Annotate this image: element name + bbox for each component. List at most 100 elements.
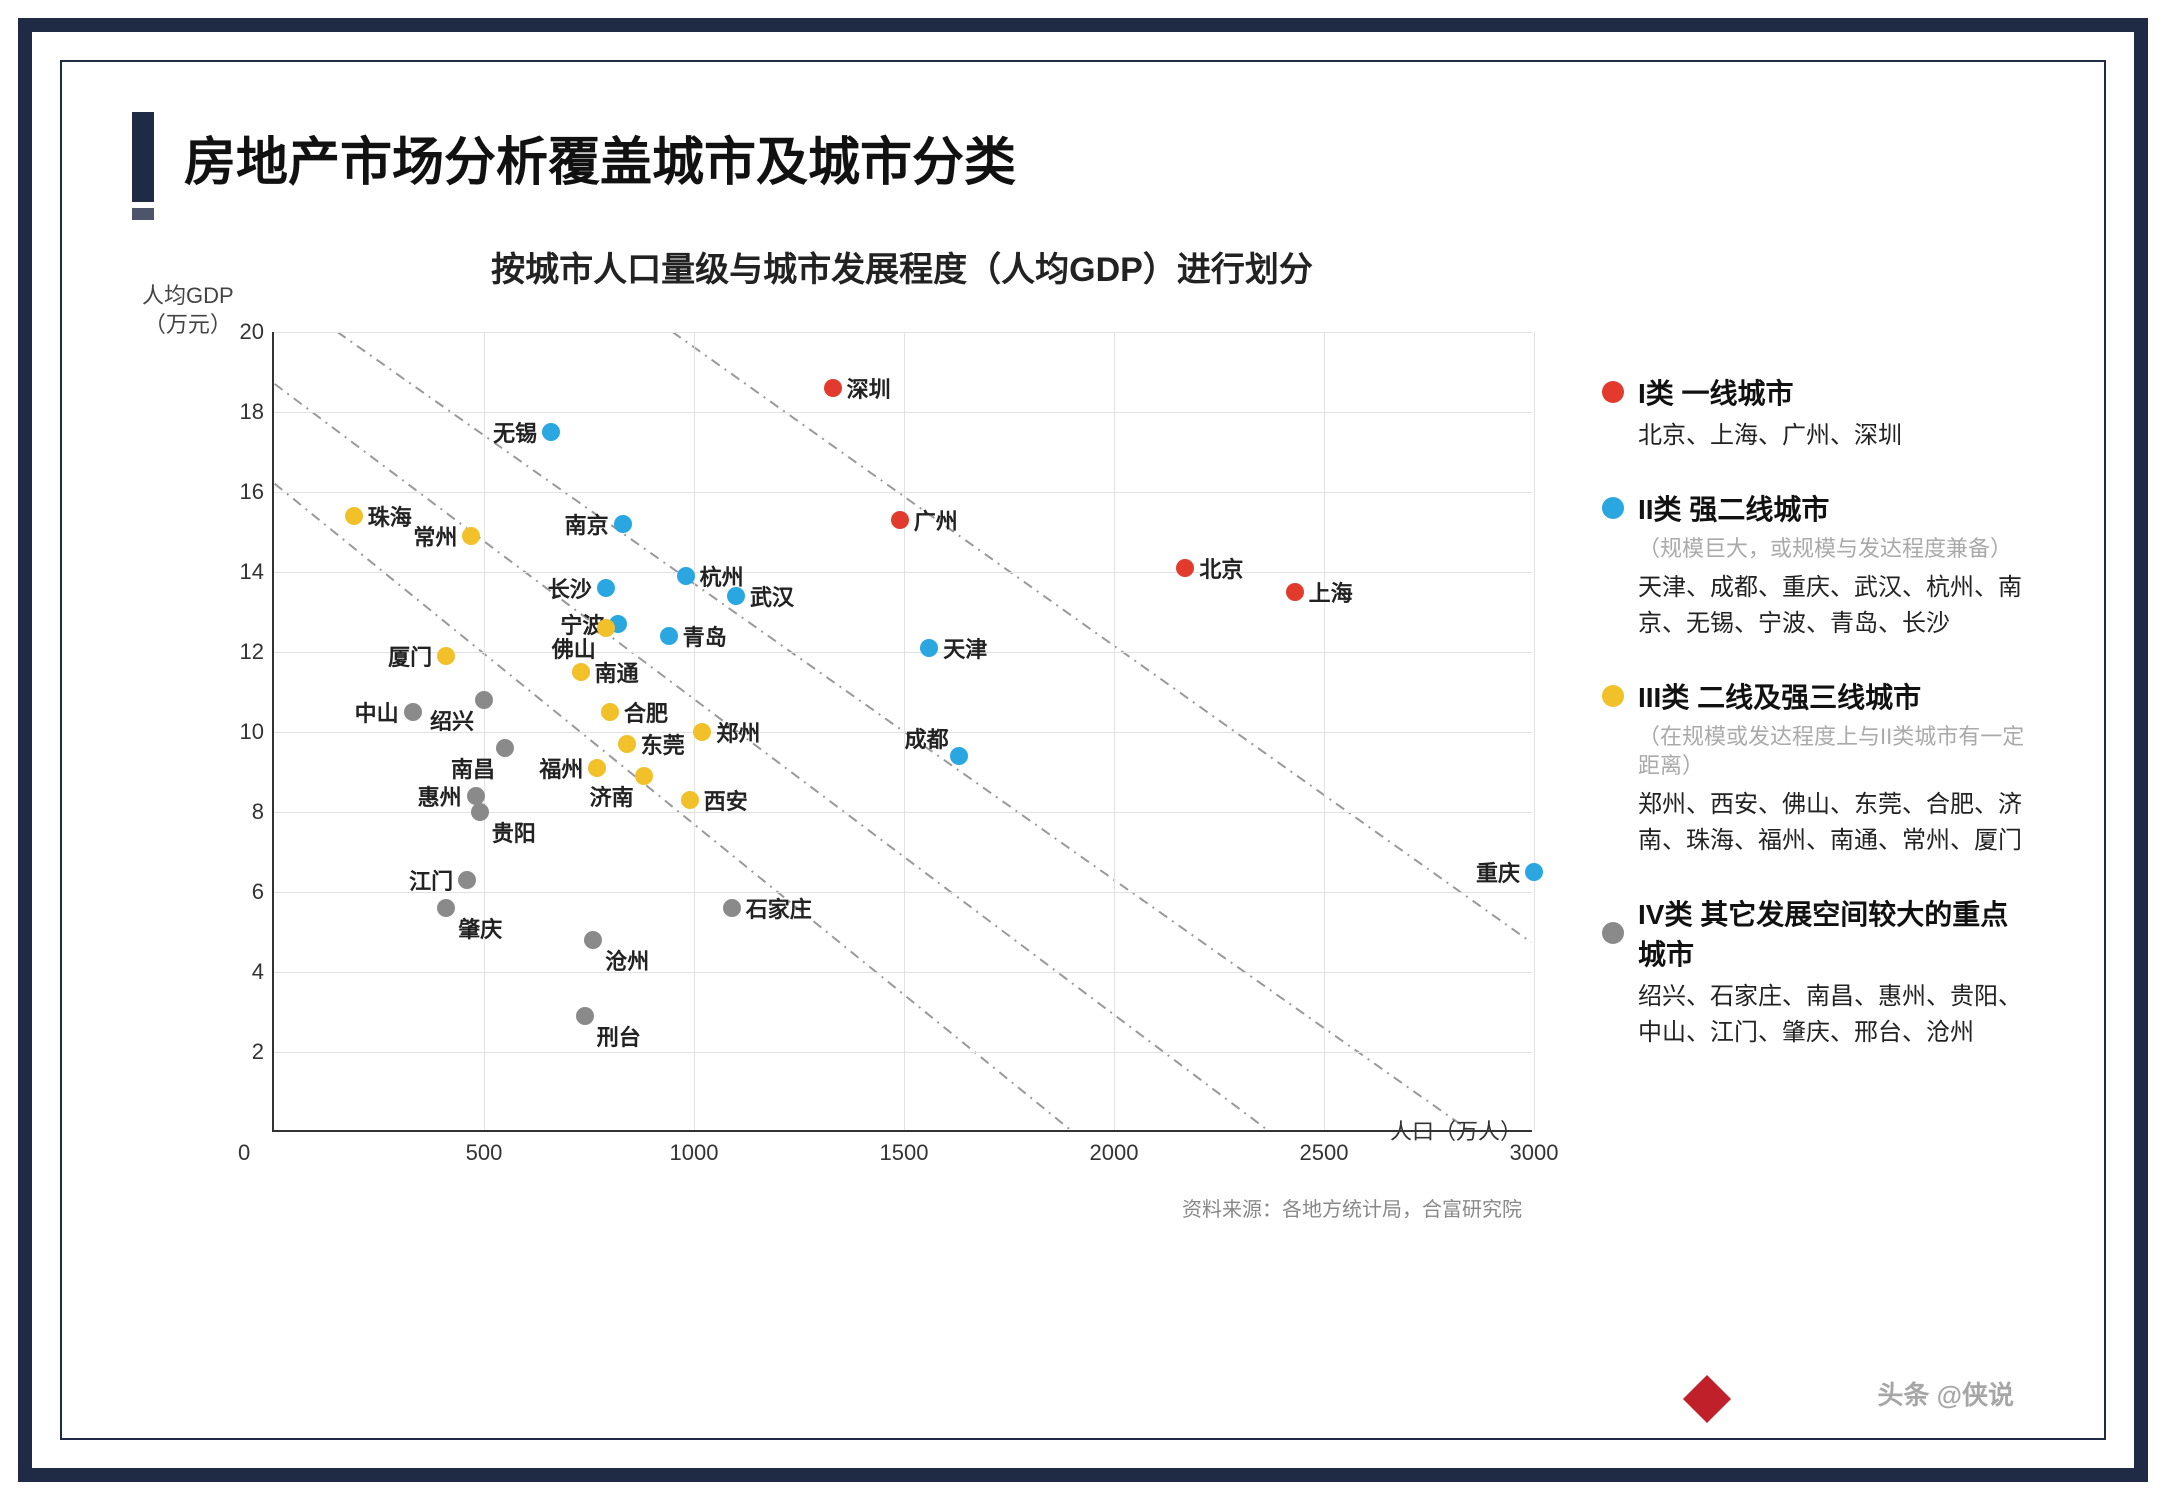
- xtick-label: 500: [466, 1140, 503, 1166]
- legend-dot-icon: [1602, 381, 1624, 403]
- data-point-label: 惠州: [418, 780, 462, 812]
- legend-group: II类 强二线城市（规模巨大，或规模与发达程度兼备）天津、成都、重庆、武汉、杭州…: [1602, 488, 2034, 642]
- data-point: [437, 647, 455, 665]
- data-point: [1525, 863, 1543, 881]
- legend-cities: 北京、上海、广州、深圳: [1638, 418, 2034, 454]
- data-point: [723, 899, 741, 917]
- data-point: [437, 899, 455, 917]
- data-point: [475, 691, 493, 709]
- legend-column: I类 一线城市北京、上海、广州、深圳 II类 强二线城市（规模巨大，或规模与发达程…: [1592, 242, 2034, 1242]
- data-point-label: 南京: [565, 508, 609, 540]
- gridline-x: [1114, 332, 1115, 1130]
- gridline-x: [1324, 332, 1325, 1130]
- ytick-label: 10: [214, 719, 264, 745]
- data-point: [920, 639, 938, 657]
- data-point: [891, 511, 909, 529]
- gridline-y: [274, 892, 1532, 893]
- data-point: [614, 515, 632, 533]
- data-point-label: 无锡: [493, 416, 537, 448]
- legend-head: IV类 其它发展空间较大的重点城市: [1602, 893, 2034, 973]
- data-point-label: 石家庄: [746, 892, 812, 924]
- data-point-label: 合肥: [624, 696, 668, 728]
- source-note: 资料来源：各地方统计局，合富研究院: [1182, 1193, 1522, 1222]
- ytick-label: 18: [214, 399, 264, 425]
- data-point-label: 成都: [905, 722, 949, 754]
- data-point: [462, 527, 480, 545]
- data-point-label: 长沙: [548, 572, 592, 604]
- gridline-y: [274, 812, 1532, 813]
- xtick-label: 2500: [1300, 1140, 1349, 1166]
- data-point-label: 福州: [539, 752, 583, 784]
- data-point-label: 绍兴: [430, 704, 474, 736]
- diagonal-line: [337, 332, 1468, 1130]
- diagonal-line: [275, 384, 1268, 1130]
- data-point: [496, 739, 514, 757]
- data-point-label: 佛山: [552, 632, 596, 664]
- data-point-label: 厦门: [388, 640, 432, 672]
- data-point: [1176, 559, 1194, 577]
- data-point: [597, 579, 615, 597]
- data-point-label: 肇庆: [458, 912, 502, 944]
- scatter-plot: 0 24681012141618205001000150020002500300…: [272, 332, 1532, 1132]
- data-point: [1286, 583, 1304, 601]
- data-point: [345, 507, 363, 525]
- data-point-label: 北京: [1199, 552, 1243, 584]
- gridline-x: [484, 332, 485, 1130]
- watermark-text: 头条 @侠说: [1877, 1375, 2014, 1412]
- data-point-label: 济南: [590, 780, 634, 812]
- data-point: [727, 587, 745, 605]
- data-point: [404, 703, 422, 721]
- ytick-label: 8: [214, 799, 264, 825]
- legend-subtitle: （在规模或发达程度上与II类城市有一定距离）: [1638, 722, 2034, 781]
- data-point: [693, 723, 711, 741]
- ytick-label: 20: [214, 319, 264, 345]
- data-point: [681, 791, 699, 809]
- page-title: 房地产市场分析覆盖城市及城市分类: [184, 120, 1016, 195]
- gridline-y: [274, 652, 1532, 653]
- data-point-label: 西安: [704, 784, 748, 816]
- ytick-label: 12: [214, 639, 264, 665]
- data-point: [597, 619, 615, 637]
- data-point: [824, 379, 842, 397]
- ytick-label: 16: [214, 479, 264, 505]
- data-point: [660, 627, 678, 645]
- data-point: [458, 871, 476, 889]
- gridline-y: [274, 412, 1532, 413]
- origin-tick: 0: [238, 1140, 250, 1166]
- data-point-label: 常州: [413, 520, 457, 552]
- legend-dot-icon: [1602, 497, 1624, 519]
- data-point: [588, 759, 606, 777]
- data-point-label: 刑台: [597, 1020, 641, 1052]
- gridline-y: [274, 972, 1532, 973]
- data-point-label: 青岛: [683, 620, 727, 652]
- data-point: [542, 423, 560, 441]
- gridline-y: [274, 1052, 1532, 1053]
- data-point: [584, 931, 602, 949]
- inner-frame: 房地产市场分析覆盖城市及城市分类 按城市人口量级与城市发展程度（人均GDP）进行…: [60, 60, 2106, 1440]
- data-point: [677, 567, 695, 585]
- legend-cities: 天津、成都、重庆、武汉、杭州、南京、无锡、宁波、青岛、长沙: [1638, 570, 2034, 642]
- legend-title: II类 强二线城市: [1638, 488, 1829, 528]
- diagonal-line: [673, 332, 1532, 942]
- legend-head: I类 一线城市: [1602, 372, 2034, 412]
- ytick-label: 6: [214, 879, 264, 905]
- data-point-label: 东莞: [641, 728, 685, 760]
- ytick-label: 14: [214, 559, 264, 585]
- data-point-label: 武汉: [750, 580, 794, 612]
- data-point-label: 江门: [409, 864, 453, 896]
- data-point-label: 深圳: [847, 372, 891, 404]
- data-point-label: 广州: [914, 504, 958, 536]
- legend-cities: 郑州、西安、佛山、东莞、合肥、济南、珠海、福州、南通、常州、厦门: [1638, 787, 2034, 859]
- data-point-label: 郑州: [716, 716, 760, 748]
- legend-group: III类 二线及强三线城市 （在规模或发达程度上与II类城市有一定距离） 郑州、西安…: [1602, 676, 2034, 859]
- legend-head: III类 二线及强三线城市: [1602, 676, 2034, 716]
- legend-title: I类 一线城市: [1638, 372, 1794, 412]
- data-point: [471, 803, 489, 821]
- content-row: 按城市人口量级与城市发展程度（人均GDP）进行划分 人均GDP （万元） 0 2…: [132, 242, 2034, 1242]
- data-point-label: 天津: [943, 632, 987, 664]
- gridline-x: [1534, 332, 1535, 1130]
- watermark-logo-icon: [1683, 1375, 1731, 1423]
- data-point: [950, 747, 968, 765]
- title-row: 房地产市场分析覆盖城市及城市分类: [132, 112, 2034, 202]
- data-point: [572, 663, 590, 681]
